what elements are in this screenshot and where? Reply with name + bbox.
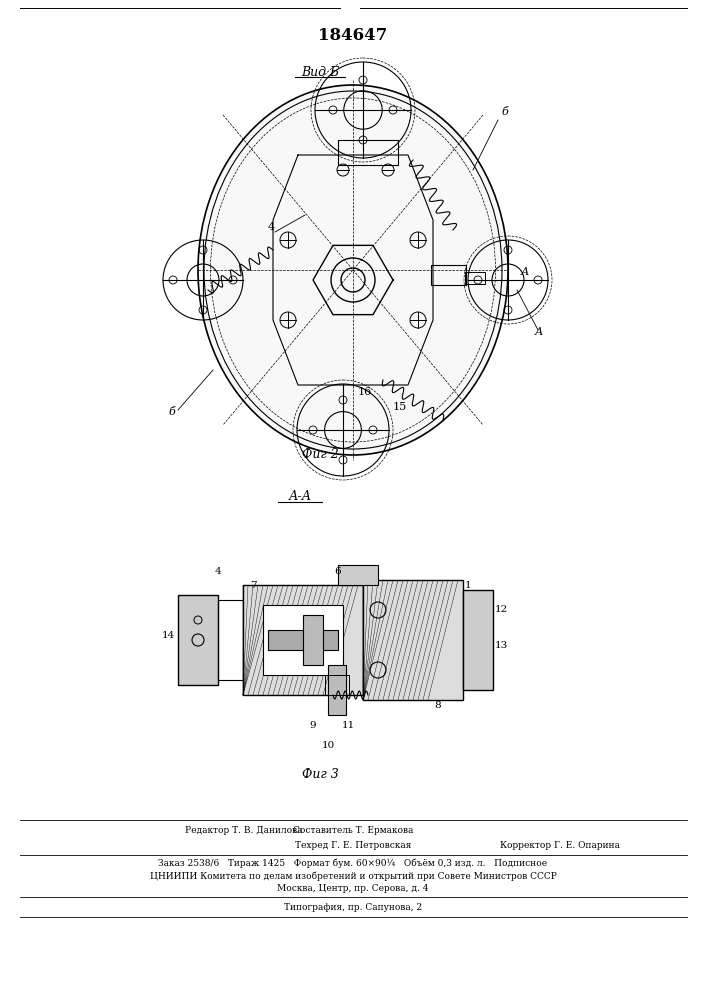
Text: 13: 13 bbox=[494, 641, 508, 650]
Text: А-А: А-А bbox=[288, 490, 312, 504]
Text: 1: 1 bbox=[464, 580, 472, 589]
Text: 6: 6 bbox=[334, 568, 341, 576]
Text: Корректор Г. Е. Опарина: Корректор Г. Е. Опарина bbox=[500, 841, 620, 850]
Bar bbox=[431, 265, 466, 285]
Bar bbox=[303, 615, 323, 665]
Bar bbox=[243, 585, 363, 695]
Text: Техред Г. Е. Петровская: Техред Г. Е. Петровская bbox=[295, 841, 411, 850]
Text: Составитель Т. Ермакова: Составитель Т. Ермакова bbox=[293, 826, 413, 835]
Ellipse shape bbox=[198, 85, 508, 455]
Text: 9: 9 bbox=[310, 720, 316, 730]
Text: 4: 4 bbox=[215, 568, 221, 576]
Text: 10: 10 bbox=[322, 740, 334, 750]
Text: 15: 15 bbox=[393, 402, 407, 412]
Text: А: А bbox=[521, 267, 530, 277]
Text: Типография, пр. Сапунова, 2: Типография, пр. Сапунова, 2 bbox=[284, 903, 422, 912]
Text: 16: 16 bbox=[358, 387, 373, 397]
Text: б: б bbox=[501, 107, 508, 117]
Bar bbox=[218, 600, 243, 680]
Bar bbox=[463, 590, 493, 690]
Text: 14: 14 bbox=[161, 631, 175, 640]
Text: 7: 7 bbox=[250, 580, 257, 589]
Bar bbox=[338, 140, 398, 165]
Text: 184647: 184647 bbox=[318, 26, 387, 43]
Bar bbox=[338, 565, 378, 585]
Text: Фиг 2: Фиг 2 bbox=[302, 448, 339, 462]
Bar bbox=[325, 675, 349, 695]
Text: б: б bbox=[168, 407, 175, 417]
Text: ЦНИИПИ Комитета по делам изобретений и открытий при Совете Министров СССР: ЦНИИПИ Комитета по делам изобретений и о… bbox=[150, 871, 556, 881]
Bar bbox=[268, 630, 338, 650]
Bar bbox=[363, 580, 463, 700]
Bar bbox=[328, 665, 346, 715]
Text: Вид Б: Вид Б bbox=[301, 66, 339, 79]
Text: Редактор Т. В. Данилова: Редактор Т. В. Данилова bbox=[185, 826, 303, 835]
Text: 11: 11 bbox=[341, 720, 355, 730]
Text: А: А bbox=[535, 327, 544, 337]
Bar bbox=[465, 272, 485, 284]
Text: 4: 4 bbox=[268, 222, 275, 232]
Text: Москва, Центр, пр. Серова, д. 4: Москва, Центр, пр. Серова, д. 4 bbox=[277, 884, 428, 893]
Text: Заказ 2538/6   Тираж 1425   Формат бум. 60×90¼   Объём 0,3 изд. л.   Подписное: Заказ 2538/6 Тираж 1425 Формат бум. 60×9… bbox=[158, 858, 547, 868]
Text: 8: 8 bbox=[435, 700, 441, 710]
Text: Фиг 3: Фиг 3 bbox=[302, 768, 339, 782]
Bar bbox=[263, 605, 343, 675]
Text: 12: 12 bbox=[494, 605, 508, 614]
Bar bbox=[178, 595, 218, 685]
